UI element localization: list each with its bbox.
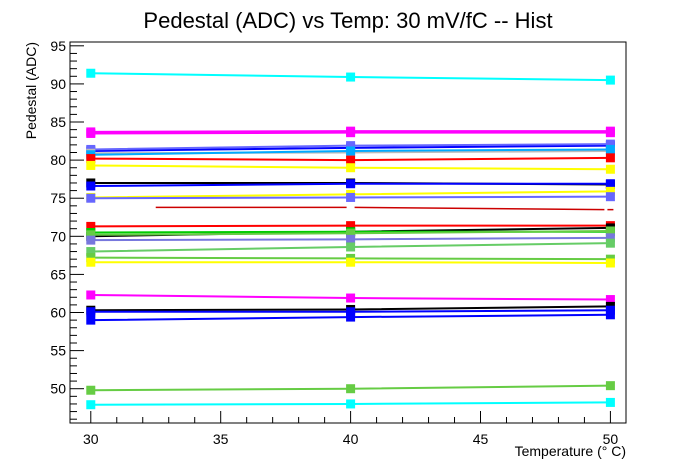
data-point — [605, 397, 615, 407]
series-7 — [86, 153, 615, 165]
data-point — [86, 230, 96, 240]
data-point — [605, 258, 615, 268]
data-point — [605, 164, 615, 174]
y-tick-label: 85 — [50, 114, 66, 130]
data-point — [346, 228, 356, 238]
y-tick-label: 90 — [50, 76, 66, 92]
data-point — [86, 253, 96, 263]
y-tick-label: 55 — [50, 343, 66, 359]
chart-title: Pedestal (ADC) vs Temp: 30 mV/fC -- Hist — [143, 8, 552, 33]
data-point — [346, 399, 356, 409]
data-point — [605, 192, 615, 202]
data-point — [86, 307, 96, 317]
series-layer — [86, 68, 615, 410]
x-tick-label: 35 — [213, 431, 229, 447]
data-point — [346, 128, 356, 138]
series-0 — [86, 68, 615, 85]
data-point — [86, 68, 96, 78]
series-18 — [86, 233, 615, 245]
data-point — [605, 226, 615, 236]
data-point — [346, 141, 356, 151]
data-point — [605, 381, 615, 391]
data-point — [346, 307, 356, 317]
data-point — [346, 146, 356, 156]
y-tick-label: 65 — [50, 266, 66, 282]
data-point — [605, 179, 615, 189]
data-point — [86, 154, 96, 164]
y-tick-label: 50 — [50, 381, 66, 397]
data-point — [605, 305, 615, 315]
series-25 — [86, 310, 615, 325]
y-tick-label: 70 — [50, 228, 66, 244]
data-point — [346, 293, 356, 303]
data-point — [605, 75, 615, 85]
x-tick-label: 45 — [473, 431, 489, 447]
data-point — [86, 315, 96, 325]
plot-frame — [69, 41, 627, 424]
series-line — [354, 206, 605, 211]
data-point — [346, 384, 356, 394]
data-point — [346, 234, 356, 244]
series-19 — [86, 238, 615, 257]
data-point — [605, 186, 615, 196]
data-point — [86, 235, 96, 245]
series-8 — [86, 160, 615, 174]
data-point — [346, 257, 356, 267]
data-point — [86, 257, 96, 267]
data-point — [86, 193, 96, 203]
y-tick-label: 60 — [50, 305, 66, 321]
data-point — [605, 233, 615, 243]
data-point — [86, 400, 96, 410]
data-point — [605, 295, 615, 305]
x-tick-label: 30 — [83, 431, 99, 447]
data-point — [605, 128, 615, 138]
data-point — [86, 160, 96, 170]
series-22 — [86, 290, 615, 305]
x-axis-label: Temperature (° C) — [515, 443, 626, 459]
y-tick-label: 80 — [50, 152, 66, 168]
data-point — [605, 139, 615, 149]
data-point — [346, 242, 356, 252]
data-point — [346, 192, 356, 202]
series-12 — [86, 192, 615, 203]
data-point — [86, 221, 96, 231]
series-27 — [86, 397, 615, 410]
data-point — [346, 163, 356, 173]
y-tick-label: 95 — [50, 38, 66, 54]
data-point — [346, 179, 356, 189]
series-2 — [86, 128, 615, 138]
series-26 — [86, 381, 615, 395]
axis-layer: 30 35 40 45 50 50 55 60 65 70 75 80 85 90 95 — [50, 38, 618, 447]
y-axis-label: Pedestal (ADC) — [23, 42, 39, 139]
data-point — [86, 247, 96, 257]
data-point — [605, 153, 615, 163]
y-tick-label: 75 — [50, 190, 66, 206]
data-point — [86, 181, 96, 191]
data-point — [605, 238, 615, 248]
series-21 — [86, 257, 615, 268]
data-point — [346, 312, 356, 322]
series-24 — [86, 305, 615, 317]
data-point — [605, 144, 615, 154]
data-point — [86, 385, 96, 395]
series-13 — [155, 206, 614, 211]
series-10 — [86, 179, 615, 191]
x-tick-label: 50 — [603, 431, 619, 447]
series-17 — [86, 226, 615, 240]
x-tick-label: 40 — [343, 431, 359, 447]
data-point — [605, 310, 615, 320]
data-point — [346, 155, 356, 165]
data-point — [346, 72, 356, 82]
data-point — [86, 290, 96, 300]
data-point — [86, 128, 96, 138]
data-point — [346, 221, 356, 231]
